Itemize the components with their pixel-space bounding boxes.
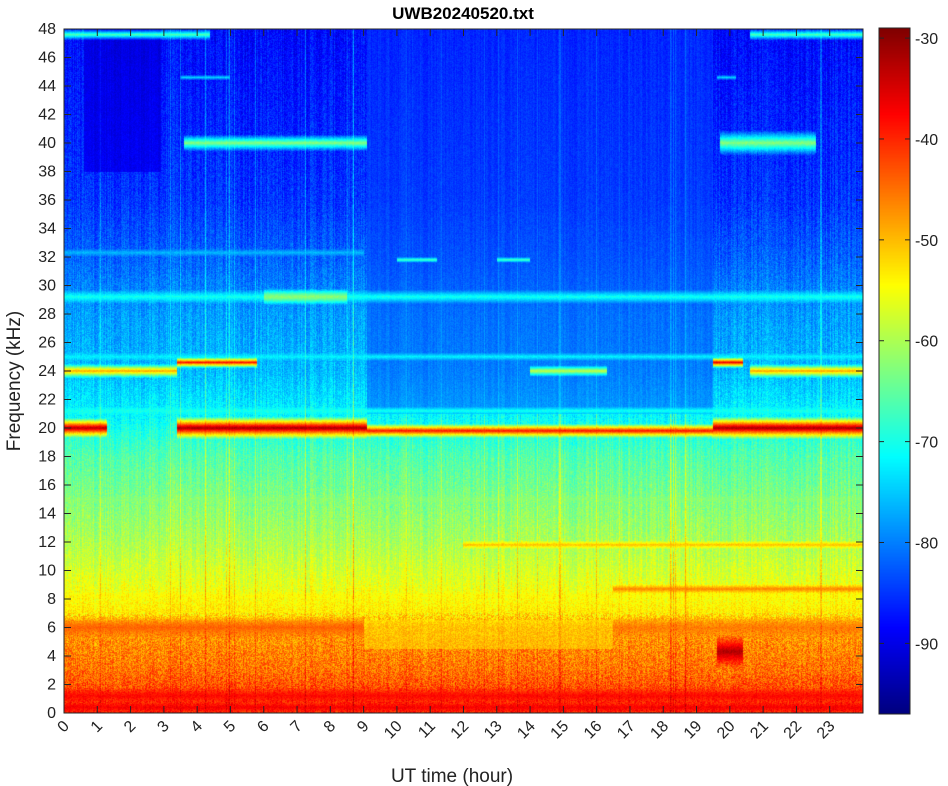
y-tick-label: 18 (38, 449, 56, 466)
spectrogram-image-container (64, 29, 863, 713)
y-tick-label: 46 (38, 50, 56, 67)
x-tick-label: 23 (814, 718, 839, 743)
y-tick-label: 14 (38, 506, 56, 523)
y-tick-label: 30 (38, 278, 56, 295)
x-tick-label: 15 (548, 718, 573, 743)
x-tick-label: 11 (415, 718, 439, 742)
y-tick-label: 32 (38, 249, 56, 266)
x-tick-label: 9 (354, 718, 372, 736)
y-tick-label: 42 (38, 107, 56, 124)
y-tick-label: 4 (47, 648, 56, 665)
spectrogram-heatmap (64, 29, 863, 713)
colorbar-frame (878, 27, 911, 715)
plot-area (64, 29, 863, 713)
x-tick-label: 5 (221, 718, 239, 736)
y-tick-label: 8 (47, 591, 56, 608)
x-tick-label: 10 (381, 718, 406, 743)
colorbar-tick-label: -70 (915, 435, 938, 452)
y-tick-label: 20 (38, 420, 56, 437)
colorbar-gradient (879, 28, 910, 714)
colorbar: -30 -40 -50 -60 -70 -80 -90 (878, 27, 938, 715)
y-tick-label: 36 (38, 192, 56, 209)
x-tick-label: 22 (781, 718, 806, 743)
y-tick-label: 40 (38, 135, 56, 152)
y-tick-label: 2 (47, 677, 56, 694)
x-tick-label: 1 (88, 718, 106, 736)
colorbar-tick-label: -90 (915, 636, 938, 653)
chart-title: UWB20240520.txt (392, 4, 534, 23)
x-tick-label: 6 (254, 718, 272, 736)
colorbar-tick-label: -60 (915, 334, 938, 351)
x-tick-label: 18 (647, 718, 672, 743)
x-tick-label: 13 (481, 718, 506, 743)
y-tick-label: 12 (38, 534, 56, 551)
y-tick-label: 28 (38, 306, 56, 323)
y-tick-label: 38 (38, 164, 56, 181)
x-tick-label: 14 (514, 718, 539, 743)
colorbar-tick-label: -30 (915, 31, 938, 48)
colorbar-tick-label: -80 (915, 536, 938, 553)
y-axis-label: Frequency (kHz) (4, 311, 25, 451)
y-tick-label: 34 (38, 221, 56, 238)
y-tick-label: 48 (38, 21, 56, 38)
colorbar-ticks: -30 -40 -50 -60 -70 -80 -90 (879, 31, 938, 653)
y-tick-label: 26 (38, 335, 56, 352)
x-tick-label: 12 (448, 718, 473, 743)
y-tick-label: 24 (38, 363, 56, 380)
colorbar-tick-label: -50 (915, 233, 938, 250)
x-tick-label: 8 (321, 718, 339, 736)
y-tick-label: 10 (38, 563, 56, 580)
y-axis: 0246810121416182022242628303234363840424… (38, 21, 863, 722)
y-tick-label: 44 (38, 78, 56, 95)
x-tick-label: 17 (614, 718, 639, 743)
x-tick-label: 4 (188, 718, 206, 736)
y-tick-label: 6 (47, 620, 56, 637)
x-tick-label: 2 (121, 718, 139, 736)
y-tick-label: 22 (38, 392, 56, 409)
y-tick-label: 0 (47, 705, 56, 722)
y-tick-label: 16 (38, 477, 56, 494)
x-axis-label: UT time (hour) (391, 766, 513, 786)
x-tick-label: 7 (288, 718, 306, 736)
x-tick-label: 0 (55, 718, 73, 736)
x-tick-label: 3 (154, 718, 172, 736)
x-tick-label: 19 (681, 718, 706, 743)
colorbar-tick-label: -40 (915, 132, 938, 149)
x-tick-label: 20 (714, 718, 739, 743)
x-tick-label: 21 (747, 718, 772, 743)
x-tick-label: 16 (581, 718, 606, 743)
colorbar-image-container (879, 28, 910, 714)
